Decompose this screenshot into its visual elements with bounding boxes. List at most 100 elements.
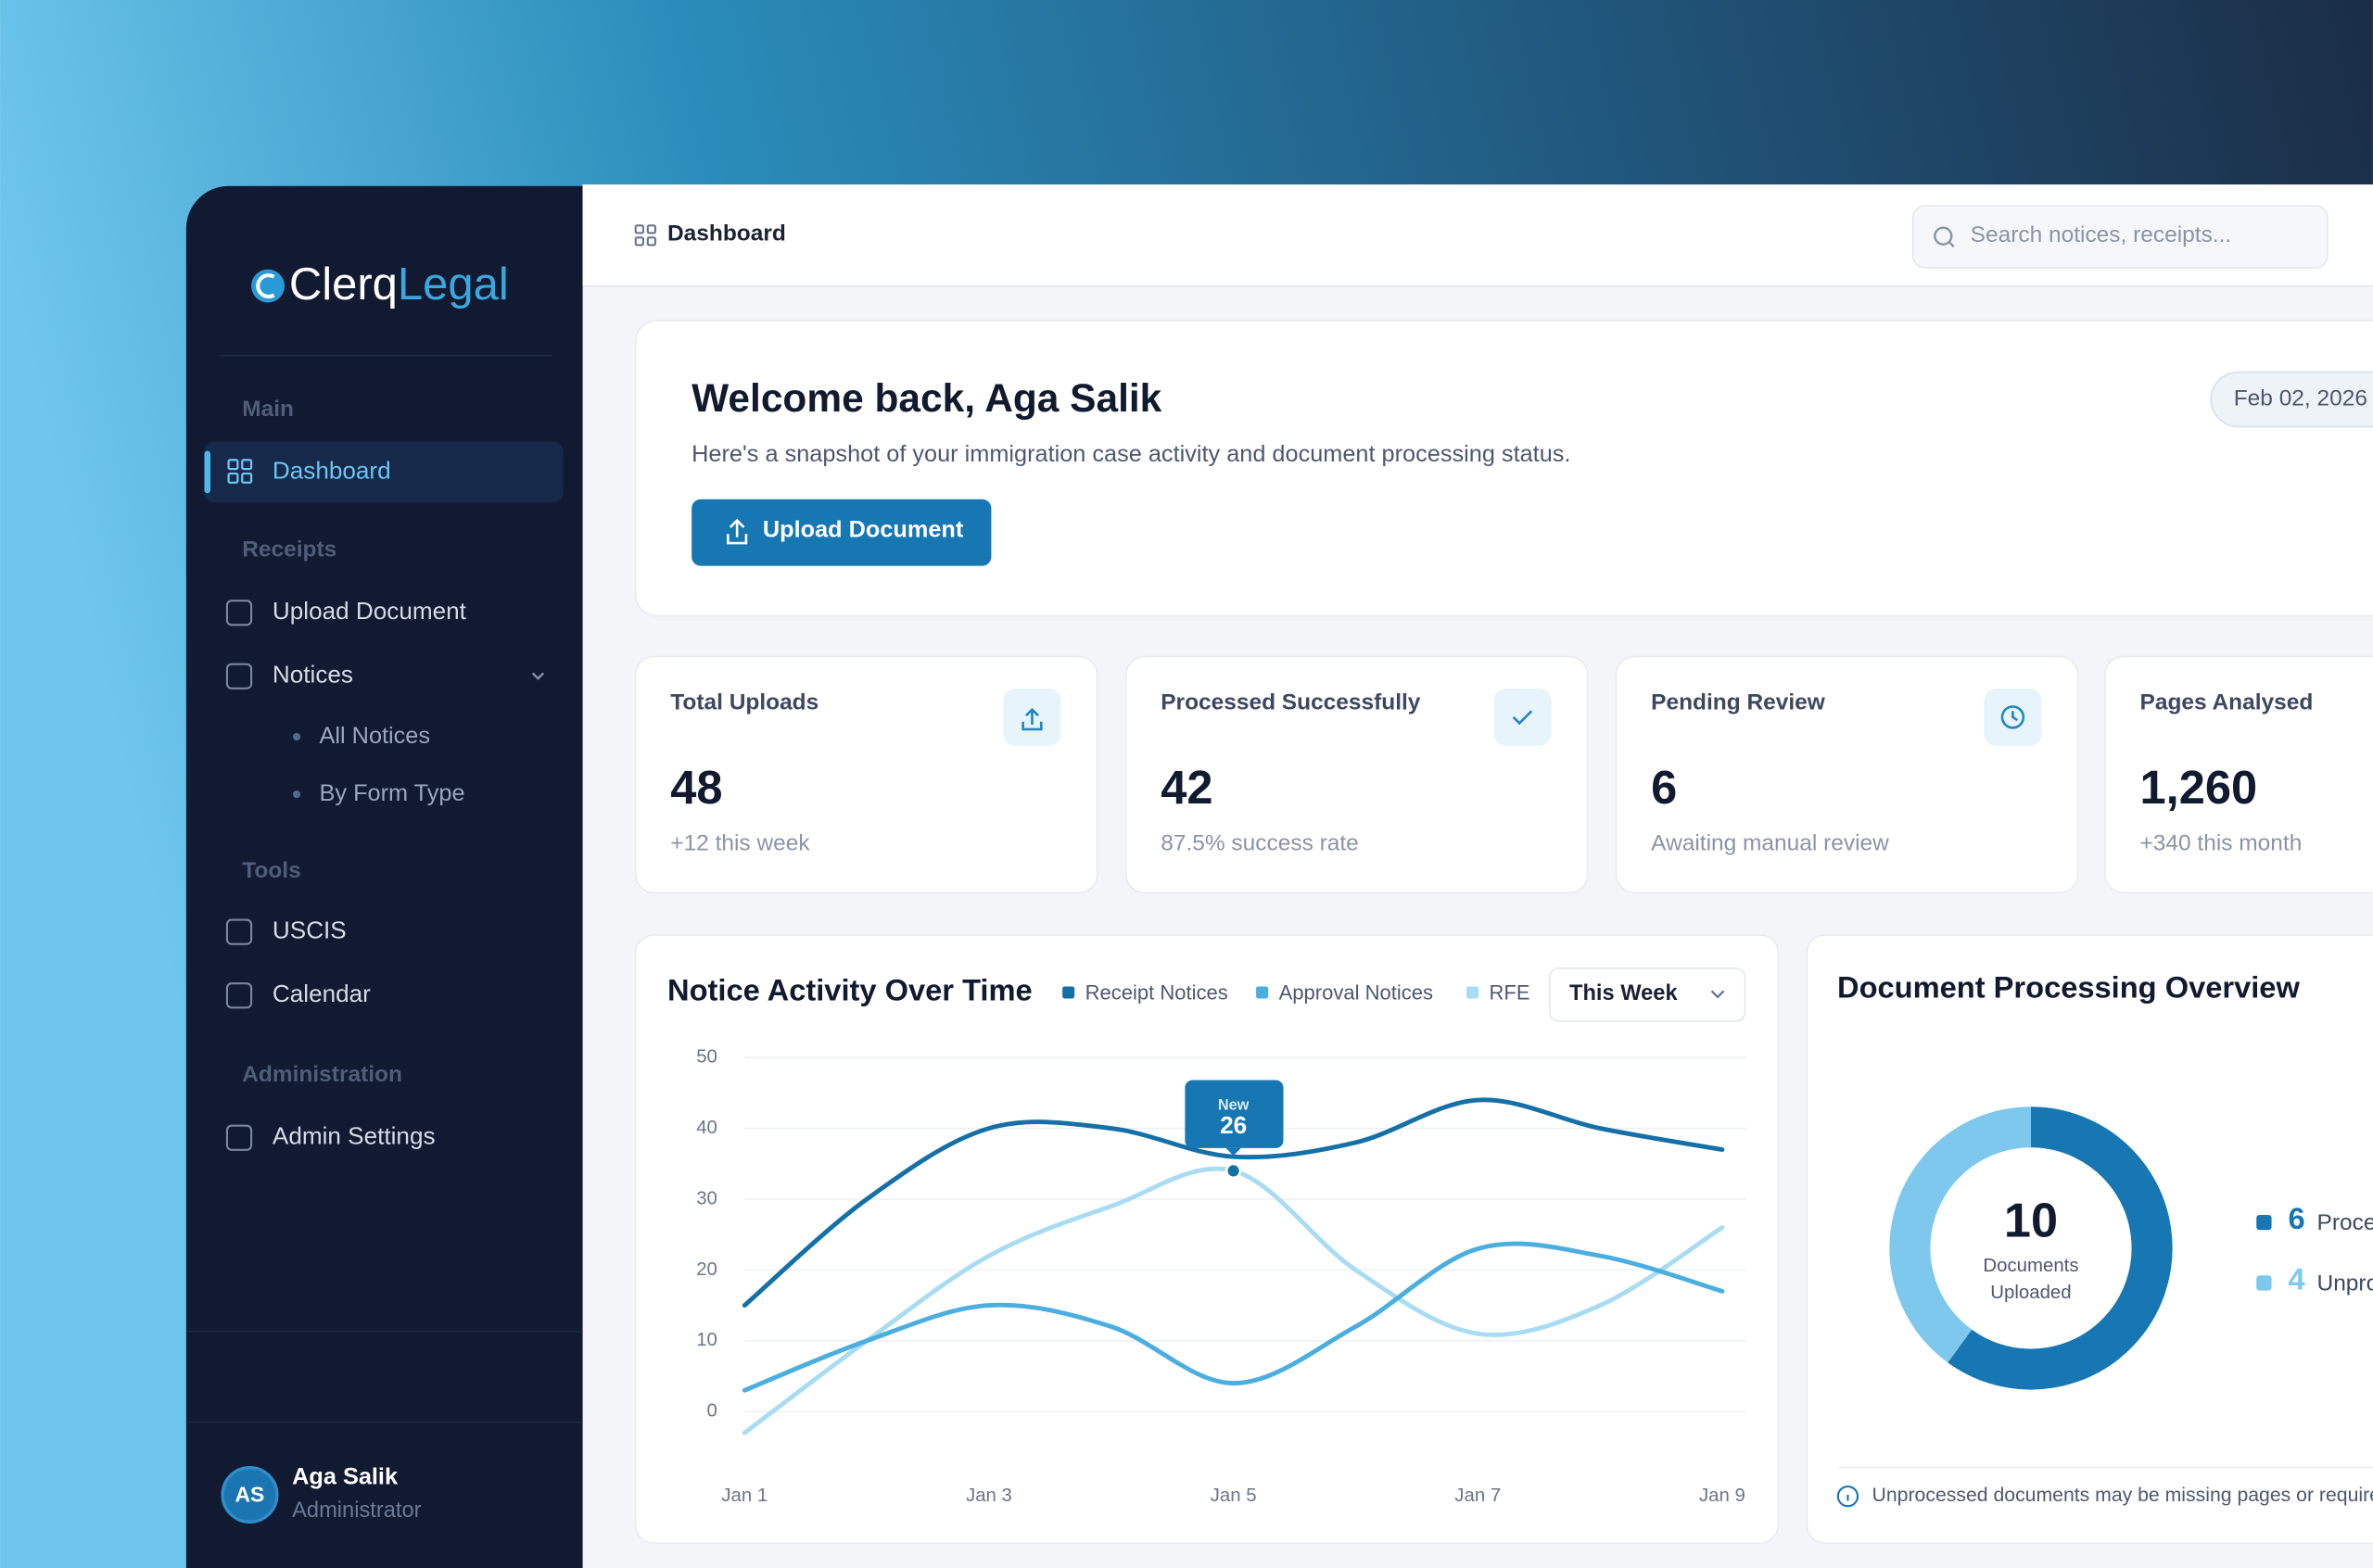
stat-note: Awaiting manual review [1651, 830, 1889, 855]
legend-swatch [1466, 986, 1479, 999]
upload-icon [727, 518, 748, 545]
stat-icon [1022, 707, 1043, 731]
nav-item[interactable]: Upload Document [273, 597, 467, 625]
nav-item[interactable]: Admin Settings [273, 1122, 436, 1150]
stat-note: 87.5% success rate [1161, 830, 1359, 855]
stat-label: Pending Review [1651, 690, 1826, 715]
nav-section-title: Tools [242, 858, 300, 883]
legend-label: RFE [1490, 980, 1530, 1004]
stat-label: Total Uploads [670, 690, 818, 715]
legend-swatch [2256, 1214, 2272, 1231]
breadcrumb[interactable]: Dashboard [667, 221, 786, 247]
nav-icon [225, 600, 253, 626]
donut-segment [1889, 1106, 2032, 1363]
upload-button-label: Upload Document [763, 517, 964, 543]
avatar-initials: AS [235, 1483, 265, 1507]
sidebar [185, 185, 641, 1568]
nav-subitem[interactable]: By Form Type [320, 780, 465, 806]
avatar[interactable] [221, 1465, 279, 1524]
donut-segment [1948, 1106, 2173, 1390]
stat-value: 1,260 [2140, 761, 2258, 814]
y-tick-label: 40 [696, 1118, 717, 1138]
legend-label: Unprocessed [2317, 1271, 2373, 1296]
stat-icon [1512, 710, 1533, 726]
legend-label: Receipt Notices [1085, 980, 1228, 1004]
breadcrumb-icon [634, 224, 657, 247]
legend-swatch [1062, 986, 1075, 999]
donut-title: Document Processing Overview [1837, 969, 2300, 1004]
logo-part: Legal [398, 259, 509, 310]
stat-icon-box [1493, 688, 1552, 746]
donut-card [1806, 934, 2373, 1545]
x-tick-label: Jan 7 [1454, 1486, 1501, 1506]
stat-card [2104, 655, 2373, 894]
nav-section-title: Main [242, 397, 294, 422]
date: Feb 02, 2026 [2234, 386, 2367, 411]
legend-swatch [2256, 1275, 2272, 1291]
upload-button[interactable] [692, 499, 992, 566]
period-label: This Week [1569, 981, 1678, 1005]
y-tick-label: 50 [696, 1047, 717, 1068]
search-icon [1934, 226, 1953, 246]
y-tick-label: 10 [696, 1330, 717, 1350]
nav-icon [225, 982, 253, 1009]
dropdown-chevron [1710, 990, 1725, 999]
tooltip [1185, 1080, 1284, 1148]
line-chart: 0 10 20 30 40 50 Jan 1 Jan 3 Jan 5 Jan 7 Jan 9 Rece… [696, 980, 1747, 1506]
sidebar-nav: Main Dashboard Receipts Upload Document Noti… [204, 397, 564, 1151]
welcome-title: Welcome back, Aga Salik [692, 376, 1162, 420]
search-box[interactable] [1911, 205, 2329, 269]
legend-label: Approval Notices [1279, 980, 1433, 1004]
tooltip-value: 26 [1220, 1111, 1247, 1139]
nav-item[interactable]: USCIS [273, 917, 347, 944]
user-name: Aga Salik [292, 1464, 399, 1490]
period-dropdown[interactable] [1549, 967, 1746, 1022]
nav-item[interactable]: Dashboard [273, 456, 391, 484]
stat-note: +340 this month [2140, 830, 2303, 855]
x-tick-label: Jan 3 [966, 1486, 1012, 1506]
donut-total-label: Documents [1983, 1256, 2078, 1276]
stat-card [1615, 655, 2079, 894]
welcome-card [634, 320, 2373, 617]
stat-value: 48 [670, 761, 722, 814]
x-tick-label: Jan 5 [1211, 1486, 1257, 1506]
nav-bullet [292, 790, 301, 799]
chart-card [634, 934, 1780, 1545]
nav-icon [241, 472, 253, 484]
highlight-point [1225, 1162, 1242, 1179]
nav-item[interactable]: Calendar [273, 980, 371, 1007]
search-placeholder: Search notices, receipts... [1971, 222, 2232, 247]
stat-icon [2000, 705, 2025, 729]
legend-value: 4 [2289, 1261, 2305, 1296]
nav-icon [225, 918, 253, 945]
y-tick-label: 0 [707, 1401, 717, 1422]
info-icon [1836, 1485, 1859, 1508]
stat-label: Pages Analysed [2140, 690, 2314, 715]
x-tick-label: Jan 1 [721, 1486, 768, 1506]
nav-icon [227, 459, 239, 471]
logo: ClerqLegal [289, 259, 509, 310]
logo-mark [256, 273, 275, 298]
search-icon [1948, 241, 1955, 247]
welcome-subtitle: Here's a snapshot of your immigration ca… [692, 441, 1570, 467]
nav-item[interactable]: Notices [273, 661, 353, 689]
chart-title: Notice Activity Over Time [667, 973, 1033, 1007]
nav-icon [225, 1124, 253, 1151]
tooltip-label: New [1218, 1097, 1250, 1114]
stat-card [634, 655, 1098, 894]
stat-note: +12 this week [670, 830, 810, 855]
nav-icon [227, 472, 239, 484]
nav-subitem[interactable]: All Notices [320, 723, 431, 749]
nav-icon [225, 663, 253, 689]
line-series [742, 1241, 1725, 1393]
legend-swatch [1256, 986, 1269, 999]
stats-row: Total Uploads 48 +12 this week Processed Su… [634, 655, 2373, 894]
tooltip-pointer [1225, 1147, 1241, 1157]
donut-total-label: Uploaded [1990, 1283, 2071, 1303]
nav-icon [241, 459, 253, 471]
nav-active-bg [204, 441, 564, 503]
donut-total: 10 [2004, 1195, 2058, 1248]
nav-bullet [292, 732, 301, 741]
x-tick-label: Jan 9 [1699, 1486, 1745, 1506]
